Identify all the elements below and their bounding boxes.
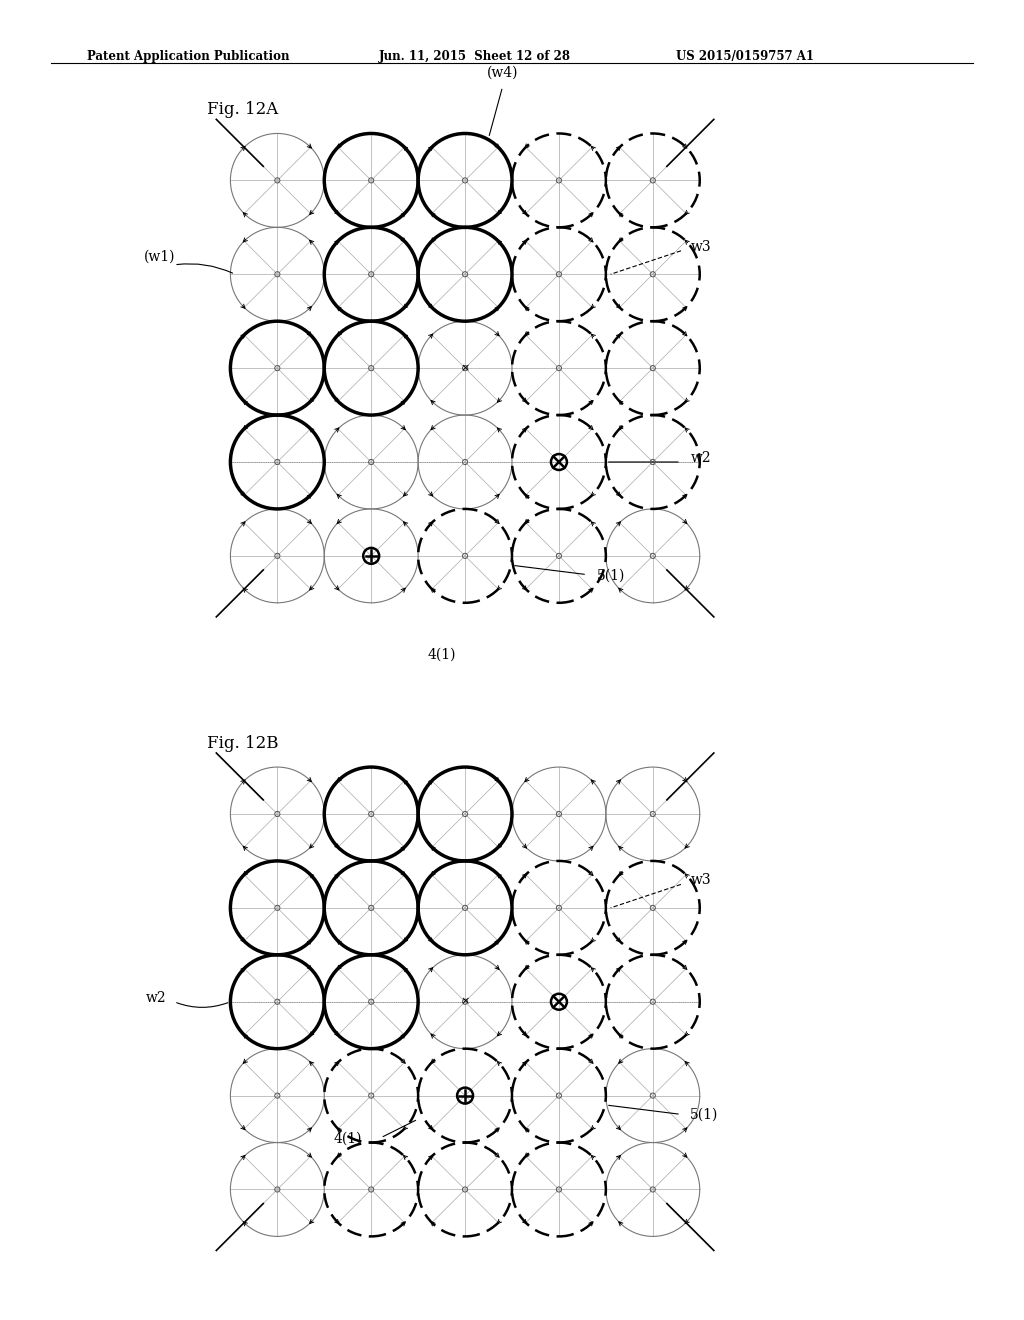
Text: 4(1): 4(1) [427, 648, 456, 663]
Text: ×: × [461, 997, 470, 1007]
Text: ×: × [461, 363, 470, 374]
Text: Fig. 12B: Fig. 12B [207, 735, 279, 752]
Text: w2: w2 [690, 451, 711, 465]
Text: US 2015/0159757 A1: US 2015/0159757 A1 [676, 50, 814, 63]
Text: 5(1): 5(1) [690, 1107, 719, 1122]
Text: 4(1): 4(1) [334, 1131, 362, 1146]
Text: w3: w3 [690, 874, 711, 887]
Text: Patent Application Publication: Patent Application Publication [87, 50, 290, 63]
Text: w3: w3 [690, 240, 711, 253]
Text: Fig. 12A: Fig. 12A [207, 102, 279, 119]
Text: (w4): (w4) [486, 66, 518, 81]
Text: 5(1): 5(1) [596, 569, 625, 582]
Text: w2: w2 [146, 991, 167, 1005]
Text: Jun. 11, 2015  Sheet 12 of 28: Jun. 11, 2015 Sheet 12 of 28 [379, 50, 571, 63]
Text: (w1): (w1) [144, 249, 176, 263]
